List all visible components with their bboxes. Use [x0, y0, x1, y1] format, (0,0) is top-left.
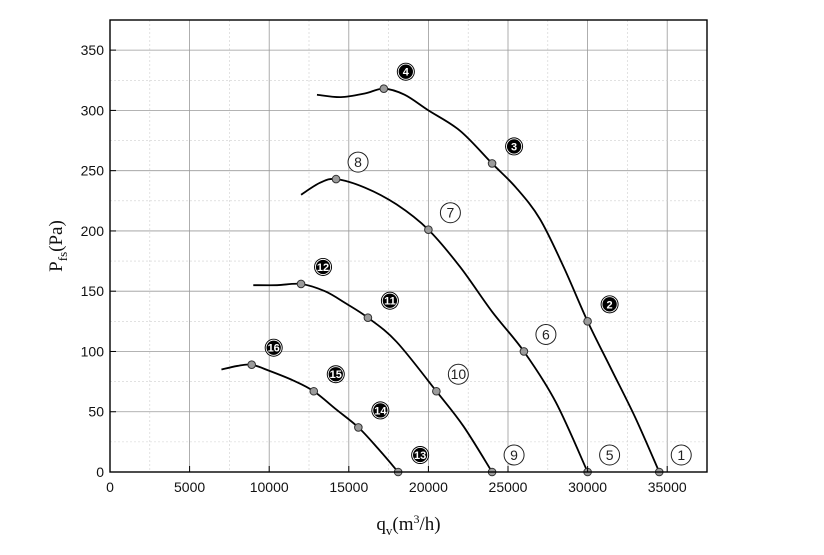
point-marker-16	[264, 338, 283, 357]
point-marker-ring	[506, 138, 523, 155]
curves	[221, 87, 661, 473]
point-marker-12	[314, 257, 333, 276]
point-label-12: 12	[317, 262, 329, 274]
points	[247, 84, 664, 477]
y-tick-label: 200	[81, 223, 105, 239]
x-tick-label: 5000	[174, 479, 205, 495]
point-marker-4	[396, 62, 415, 81]
point-marker-7	[439, 202, 461, 224]
point-marker-14	[371, 401, 390, 420]
y-tick-label: 350	[81, 42, 105, 58]
data-point	[519, 347, 529, 356]
point-label-5: 5	[606, 447, 614, 463]
point-marker-ring	[314, 258, 332, 276]
point-marker-13	[411, 446, 430, 464]
data-point	[487, 159, 497, 168]
point-label-14: 14	[374, 405, 387, 417]
data-point	[296, 279, 306, 289]
point-marker-10	[447, 363, 469, 385]
data-point	[379, 84, 389, 94]
point-marker-11	[380, 291, 399, 310]
point-marker-ring	[265, 339, 282, 356]
point-marker-6	[535, 323, 557, 345]
y-tick-label: 0	[96, 464, 104, 480]
point-label-7: 7	[447, 205, 455, 221]
point-label-8: 8	[354, 154, 362, 170]
point-label-2: 2	[607, 299, 613, 311]
point-marker-1	[670, 444, 692, 466]
grid	[109, 19, 708, 473]
point-label-15: 15	[330, 369, 342, 381]
data-point	[363, 313, 373, 323]
point-marker-15	[326, 365, 345, 384]
point-marker-ring	[397, 63, 414, 80]
plot-frame	[109, 19, 708, 473]
y-tick-label: 250	[81, 163, 105, 179]
point-label-6: 6	[542, 326, 550, 342]
y-tick-label: 100	[81, 343, 105, 359]
point-marker-3	[505, 137, 524, 156]
series-line-1	[316, 87, 661, 473]
point-label-1: 1	[677, 447, 685, 463]
data-point	[424, 225, 433, 235]
point-marker-ring	[372, 402, 389, 419]
data-point	[354, 423, 363, 432]
point-marker-8	[347, 151, 369, 173]
x-tick-label: 25000	[489, 479, 528, 495]
x-axis-label: qv(m3/h)	[376, 512, 440, 538]
point-label-10: 10	[451, 366, 467, 382]
data-point	[583, 317, 592, 326]
point-marker-ring	[327, 366, 344, 383]
ticks: 0 5000 10000 15000 20000 25000 30000 35000 0 50 10…	[81, 42, 687, 495]
series-line-3	[253, 282, 493, 473]
point-marker-ring	[412, 446, 429, 464]
point-label-11: 11	[384, 296, 396, 308]
x-tick-label: 20000	[409, 479, 448, 495]
point-marker-2	[600, 295, 619, 314]
data-point	[247, 360, 256, 370]
point-marker-ring	[601, 296, 618, 313]
point-marker-ring	[381, 292, 398, 309]
point-label-3: 3	[511, 141, 517, 153]
x-tick-label: 10000	[250, 479, 289, 495]
point-marker-5	[599, 444, 621, 466]
point-label-9: 9	[510, 447, 518, 463]
point-marker-9	[503, 444, 525, 466]
x-tick-label: 15000	[329, 479, 368, 495]
point-label-4: 4	[403, 67, 410, 79]
point-label-13: 13	[414, 450, 426, 462]
data-point	[331, 174, 341, 184]
x-tick-label: 35000	[648, 479, 687, 495]
x-tick-label: 0	[106, 479, 114, 495]
point-label-16: 16	[268, 343, 280, 355]
x-tick-label: 30000	[568, 479, 607, 495]
y-axis-label: Pfs(Pa)	[46, 220, 70, 272]
y-tick-label: 150	[81, 283, 105, 299]
data-point	[309, 386, 319, 396]
y-tick-label: 300	[81, 102, 105, 118]
y-tick-label: 50	[88, 404, 104, 420]
data-point	[432, 386, 441, 396]
series-line-4	[221, 363, 399, 473]
